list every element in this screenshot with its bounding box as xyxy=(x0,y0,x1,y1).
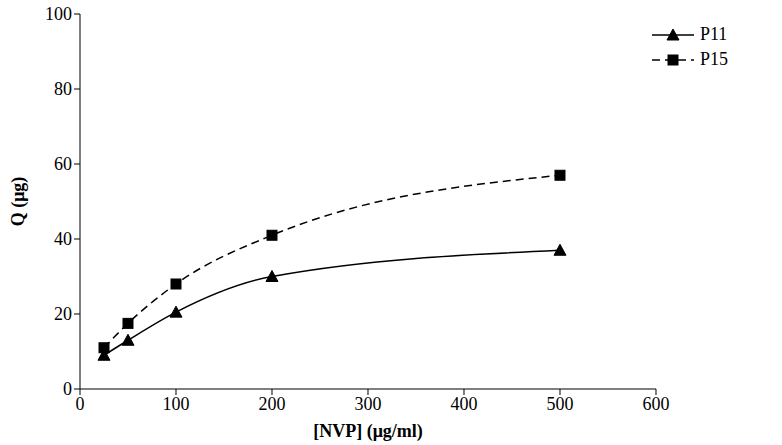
svg-text:60: 60 xyxy=(54,154,72,174)
svg-text:200: 200 xyxy=(258,394,285,414)
svg-text:Q (μg): Q (μg) xyxy=(8,177,29,227)
svg-text:20: 20 xyxy=(54,304,72,324)
svg-text:0: 0 xyxy=(63,379,72,399)
svg-text:80: 80 xyxy=(54,79,72,99)
svg-text:600: 600 xyxy=(642,394,669,414)
svg-text:[NVP] (μg/ml): [NVP] (μg/ml) xyxy=(313,421,423,442)
svg-text:300: 300 xyxy=(354,394,381,414)
svg-text:100: 100 xyxy=(162,394,189,414)
svg-text:500: 500 xyxy=(546,394,573,414)
svg-text:400: 400 xyxy=(450,394,477,414)
svg-text:40: 40 xyxy=(54,229,72,249)
svg-text:0: 0 xyxy=(76,394,85,414)
html-text:P11: P11 xyxy=(700,24,728,44)
svg-text:100: 100 xyxy=(45,4,72,24)
html-text:P15: P15 xyxy=(700,49,728,69)
